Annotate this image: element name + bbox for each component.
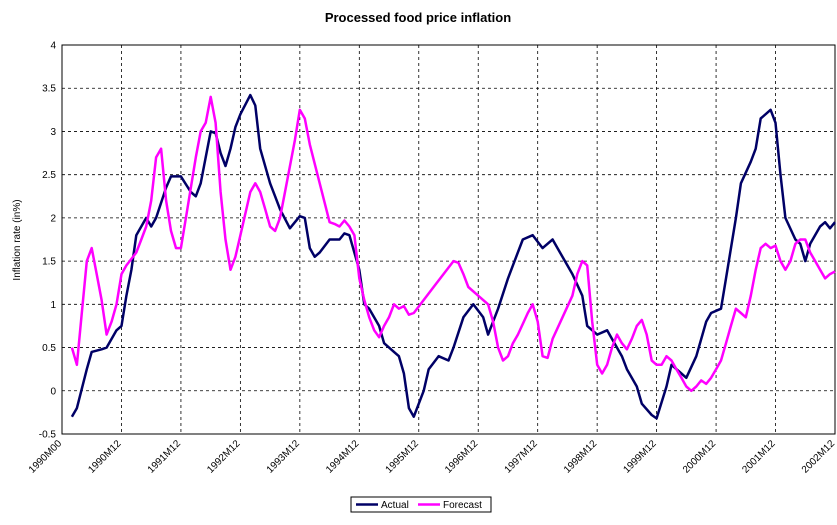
- x-tick-label: 1990M00: [27, 438, 65, 476]
- y-tick-label: 3.5: [42, 84, 56, 95]
- x-tick-label: 1992M12: [205, 438, 243, 476]
- x-tick-label: 1998M12: [562, 438, 600, 476]
- y-tick-label: 0.5: [42, 343, 56, 354]
- plot-border: [61, 44, 836, 435]
- x-tick-label: 1993M12: [265, 438, 303, 476]
- y-tick-label: 0: [50, 386, 56, 397]
- x-tick-label: 2002M12: [800, 438, 837, 476]
- series-line: [70, 95, 836, 393]
- y-tick-label: 2.5: [42, 170, 56, 181]
- y-tick-label: 4: [50, 41, 56, 52]
- series-line: [70, 93, 836, 420]
- legend: Actual Forecast: [350, 496, 492, 513]
- chart-title: Processed food price inflation: [325, 10, 511, 25]
- y-axis-label: Inflation rate (in%): [12, 199, 23, 280]
- y-tick-label: -0.5: [39, 430, 57, 441]
- x-tick-label: 1999M12: [621, 438, 659, 476]
- y-tick-label: 2: [50, 213, 56, 224]
- x-tick-label: 2000M12: [681, 438, 719, 476]
- x-tick-label: 1997M12: [503, 438, 541, 476]
- y-tick-label: 3: [50, 127, 56, 138]
- x-tick-label: 1994M12: [324, 438, 362, 476]
- y-tick-label: 1: [50, 300, 56, 311]
- legend-label: Actual: [381, 500, 409, 511]
- x-tick-label: 1995M12: [384, 438, 422, 476]
- legend-label: Forecast: [443, 500, 482, 511]
- x-tick-label: 1991M12: [146, 438, 184, 476]
- x-tick-label: 1990M12: [86, 438, 124, 476]
- y-tick-label: 1.5: [42, 257, 56, 268]
- x-tick-label: 2001M12: [740, 438, 778, 476]
- x-tick-label: 1996M12: [443, 438, 481, 476]
